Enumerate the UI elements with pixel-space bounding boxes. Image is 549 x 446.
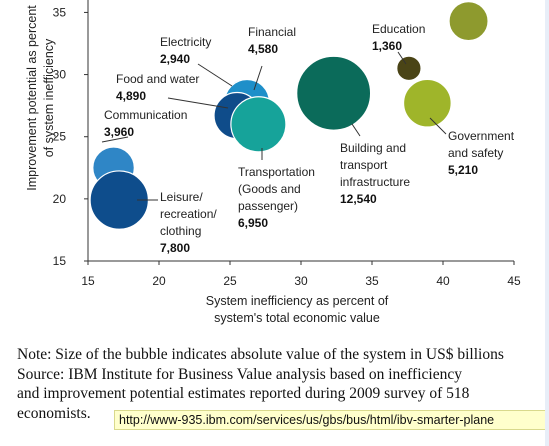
label-building-and-transport-infrastructure-line-2: transport [340,158,388,172]
y-tick-label: 30 [53,68,67,82]
bubble-unlabeled [448,1,489,42]
y-tick-label: 20 [53,192,67,206]
label-government-and-safety-line-2: and safety [448,146,503,160]
leader-line-communication [101,136,129,143]
label-education: Education [372,22,425,36]
value-education: 1,360 [372,39,402,53]
label-electricity: Electricity [160,35,211,49]
note-line-3: and improvement potential estimates repo… [17,385,470,402]
label-leisure-recreation-clothing-line-3: clothing [160,224,201,238]
x-axis-title-line-2: system's total economic value [214,311,380,325]
value-electricity: 2,940 [160,52,190,66]
y-tick-label: 25 [53,130,67,144]
label-transportation-goods-and-passenger: Transportation [238,165,315,179]
x-tick-label: 30 [294,274,308,288]
url-tooltip[interactable]: http://www-935.ibm.com/services/us/gbs/b… [114,410,549,430]
x-tick-label: 45 [507,274,521,288]
label-leisure-recreation-clothing: Leisure/ [160,190,203,204]
chart-notes: Note: Size of the bubble indicates absol… [17,345,547,423]
label-communication: Communication [104,108,187,122]
leader-line-electricity [197,63,233,87]
value-building-and-transport-infrastructure: 12,540 [340,192,377,206]
bubble-chart: 15 20 25 30 35 40 45 15 20 25 30 35 System inefficie… [25,0,521,325]
x-tick-label: 15 [81,274,95,288]
window-scrollbar-edge[interactable] [545,0,549,446]
bubble-building-and-transport-infrastructure [296,55,372,131]
leader-line-education [397,51,407,65]
label-leisure-recreation-clothing-line-2: recreation/ [160,207,217,221]
leader-line-government-and-safety [429,117,447,135]
value-government-and-safety: 5,210 [448,163,478,177]
x-tick-label: 20 [152,274,166,288]
value-leisure-recreation-clothing: 7,800 [160,241,190,255]
label-transportation-goods-and-passenger-line-2: (Goods and [238,182,301,196]
label-transportation-goods-and-passenger-line-3: passenger) [238,199,298,213]
label-food-and-water: Food and water [116,72,199,86]
value-financial: 4,580 [248,42,278,56]
label-building-and-transport-infrastructure: Building and [340,141,406,155]
bubble-transportation-goods-and-passenger [230,96,287,153]
bubble-education [396,55,422,82]
x-tick-label: 40 [436,274,450,288]
y-tick-label: 35 [53,5,67,19]
y-axis-title-line-2: of system inefficiency [42,38,56,157]
label-government-and-safety: Government [448,129,515,143]
label-building-and-transport-infrastructure-line-3: infrastructure [340,175,410,189]
x-axis-title: System inefficiency as percent of [206,294,389,308]
label-financial: Financial [248,25,296,39]
value-transportation-goods-and-passenger: 6,950 [238,216,268,230]
x-tick-label: 25 [223,274,237,288]
x-tick-label: 35 [365,274,379,288]
bubble-government-and-safety [402,78,452,128]
leader-line-building-and-transport-infrastructure [351,123,361,137]
note-line-4: economists. [17,404,91,422]
y-tick-label: 15 [53,254,67,268]
value-communication: 3,960 [104,125,134,139]
note-line-2: Source: IBM Institute for Business Value… [17,365,462,383]
value-food-and-water: 4,890 [116,89,146,103]
y-axis-title: Improvement potential as percent [25,5,39,191]
leader-line-financial [253,65,263,91]
leader-line-food-and-water [167,97,229,109]
note-line-1: Note: Size of the bubble indicates absol… [17,346,504,363]
